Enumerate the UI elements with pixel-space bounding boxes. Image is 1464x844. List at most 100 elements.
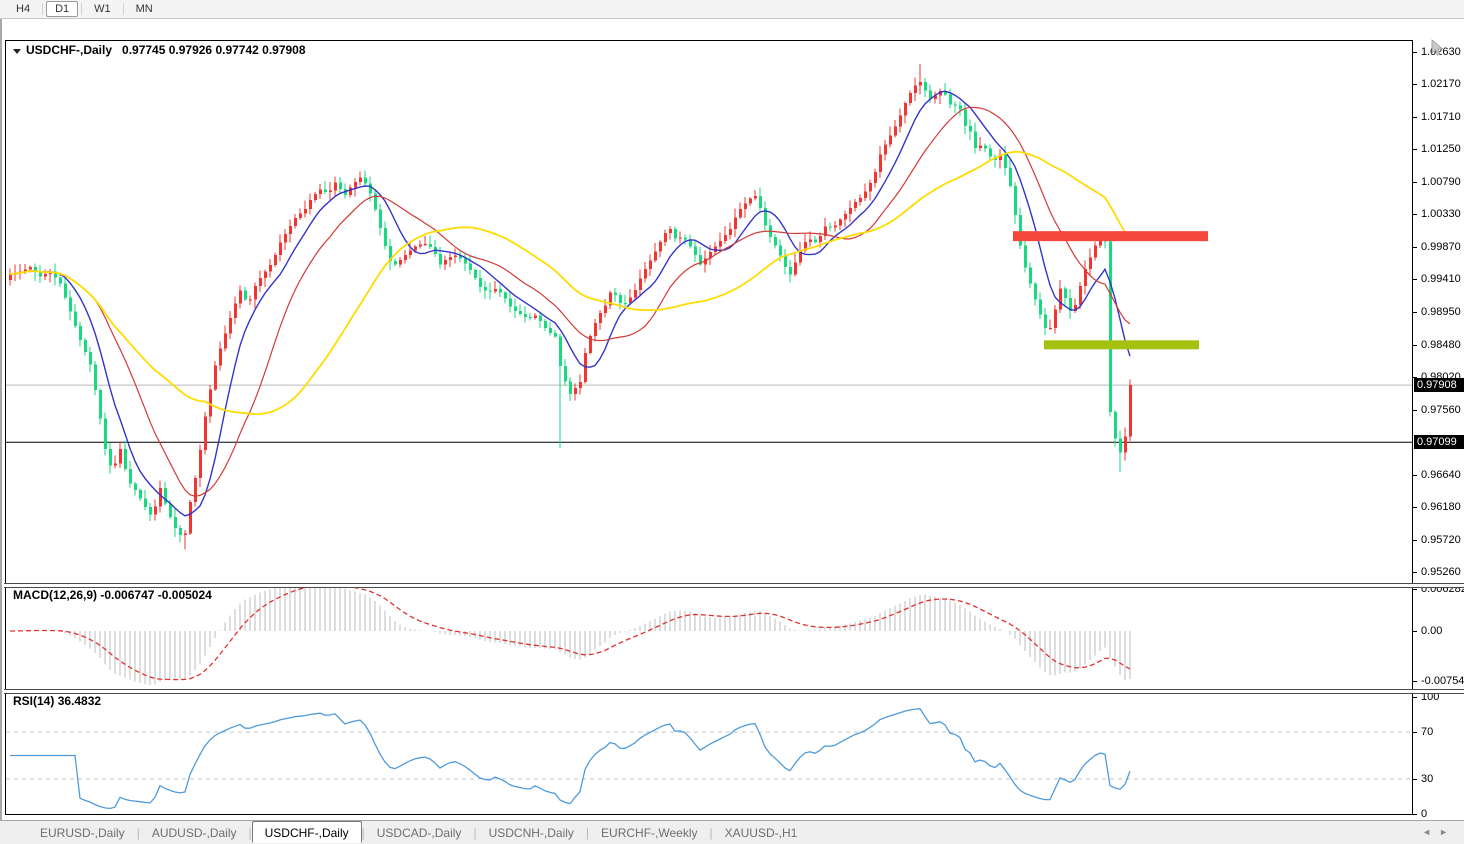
chart-title: USDCHF-,Daily 0.97745 0.97926 0.97742 0.9… (13, 43, 306, 57)
macd-histogram (14, 588, 1131, 685)
macd-signal-line (10, 586, 1131, 681)
tab-separator: | (136, 825, 140, 840)
axis-tick-mark (1413, 84, 1417, 86)
axis-tick-mark (1413, 149, 1417, 151)
timeframe-button-h4[interactable]: H4 (16, 3, 31, 15)
axis-tick-mark (1413, 814, 1417, 815)
axis-tick-mark (1413, 52, 1417, 53)
timeframe-button-d1[interactable]: D1 (46, 1, 79, 17)
mouse-cursor (1431, 39, 1444, 56)
tab-separator: | (709, 825, 713, 840)
axis-tick-mark (1413, 697, 1417, 698)
axis-tick-mark (1413, 474, 1417, 476)
price-tick-label: 0.99410 (1421, 273, 1461, 286)
tab-scroll-left-icon[interactable]: ◄ (1422, 827, 1440, 837)
tab-scroll-arrows[interactable]: ◄► (1422, 827, 1456, 837)
price-tick-label: 0.97560 (1421, 403, 1461, 416)
axis-tick-mark (1413, 589, 1417, 590)
price-tick-label: 0.98480 (1421, 338, 1461, 351)
price-tick-label: 1.02630 (1421, 46, 1461, 58)
price-tick-label: 0.96180 (1421, 501, 1461, 514)
ohlc-values: 0.97745 0.97926 0.97742 0.97908 (122, 43, 306, 57)
tab-eurusd[interactable]: EURUSD-,Daily (40, 825, 125, 840)
macd-label: MACD(12,26,9) (13, 588, 98, 602)
tab-separator: | (585, 825, 590, 840)
rsi-title: RSI(14) 36.4832 (13, 694, 101, 708)
rsi-axis-label: 30 (1421, 772, 1434, 785)
axis-tick-mark (1413, 311, 1417, 313)
tab-separator: | (248, 825, 252, 840)
price-tick-label: 1.01710 (1421, 110, 1461, 123)
rsi-label: RSI(14) (13, 694, 55, 708)
price-tick-label: 0.95720 (1421, 533, 1461, 546)
macd-plot[interactable] (6, 586, 1412, 689)
axis-tick-mark (1413, 181, 1417, 183)
price-tick-label: 0.95260 (1421, 566, 1461, 578)
price-tick-label: 0.96640 (1421, 468, 1461, 481)
tab-eurchf[interactable]: EURCHF-,Weekly (601, 825, 698, 840)
axis-tick-mark (1413, 409, 1417, 411)
rsi-panel[interactable]: RSI(14) 36.4832 (5, 692, 1413, 815)
price-marker-0.97908: 0.97908 (1414, 378, 1464, 393)
macd-axis-label: -0.007542 (1421, 675, 1464, 688)
tab-audusd[interactable]: AUDUSD-,Daily (151, 825, 237, 840)
resistance-band[interactable] (1013, 231, 1208, 242)
axis-tick-mark (1413, 631, 1417, 632)
axis-tick-mark (1413, 279, 1417, 281)
price-marker-0.97099: 0.97099 (1414, 435, 1464, 450)
candles-group (9, 63, 1132, 550)
axis-tick-mark (1413, 778, 1417, 780)
axis-tick-mark (1413, 681, 1417, 683)
tab-scroll-right-icon[interactable]: ► (1439, 827, 1456, 837)
chart-tab-bar: EURUSD-,Daily | AUDUSD-,Daily | USDCHF-,Dail… (0, 820, 1464, 844)
toolbar-separator (122, 3, 124, 15)
macd-title: MACD(12,26,9) -0.006747 -0.005024 (13, 588, 212, 602)
axis-tick-mark (1413, 732, 1417, 734)
tab-xauusd[interactable]: XAUUSD-,H1 (724, 825, 798, 840)
axis-tick-mark (1413, 377, 1417, 379)
ma-line-40 (9, 150, 1131, 416)
price-tick-label: 1.00330 (1421, 208, 1461, 221)
timeframe-toolbar: H4 D1 W1 MN (0, 0, 1464, 19)
main-price-panel[interactable]: USDCHF-,Daily 0.97745 0.97926 0.97742 0.9… (5, 40, 1413, 583)
axis-tick-mark (1413, 246, 1417, 248)
price-tick-label: 0.98950 (1421, 305, 1461, 318)
rsi-axis-label: 70 (1421, 726, 1434, 739)
rsi-axis-label: 100 (1421, 691, 1440, 703)
price-tick-label: 1.02170 (1421, 78, 1461, 91)
axis-tick-mark (1413, 344, 1417, 346)
axis-tick-mark (1413, 572, 1417, 573)
toolbar-separator (42, 3, 44, 15)
panel-splitter-macd[interactable] (4, 583, 1464, 588)
tab-separator: | (361, 825, 365, 840)
ma-line-8 (9, 90, 1131, 517)
panel-splitter-rsi[interactable] (4, 689, 1464, 694)
chart-window: USDCHF-,Daily 0.97745 0.97926 0.97742 0.9… (0, 19, 1464, 839)
price-tick-label: 0.99870 (1421, 240, 1461, 253)
axis-tick-mark (1413, 539, 1417, 541)
symbol-dropdown-icon[interactable] (13, 49, 21, 54)
rsi-axis-label: 0 (1421, 808, 1428, 820)
axis-tick-mark (1413, 116, 1417, 118)
main-plot[interactable] (6, 41, 1412, 582)
rsi-plot[interactable] (6, 692, 1412, 814)
support-band[interactable] (1044, 340, 1199, 350)
tab-usdchf[interactable]: USDCHF-,Daily (251, 820, 362, 843)
price-tick-label: 1.00790 (1421, 175, 1461, 188)
macd-axis-label: 0.00 (1421, 625, 1443, 637)
axis-tick-mark (1413, 507, 1417, 509)
rsi-value: 36.4832 (57, 694, 102, 708)
timeframe-button-mn[interactable]: MN (135, 3, 153, 15)
tab-usdcad[interactable]: USDCAD-,Daily (376, 825, 462, 840)
macd-signal-value: -0.005024 (157, 588, 212, 602)
price-axis[interactable]: 1.02630 1.02170 1.01710 1.01250 1.00790 1.003… (1413, 40, 1464, 820)
ma-line-18 (9, 106, 1131, 497)
price-tick-label: 1.01250 (1421, 143, 1461, 156)
axis-tick-mark (1413, 214, 1417, 216)
timeframe-button-w1[interactable]: W1 (94, 3, 111, 15)
tab-usdcnh[interactable]: USDCNH-,Daily (488, 825, 574, 840)
macd-panel[interactable]: MACD(12,26,9) -0.006747 -0.005024 (5, 586, 1413, 689)
tab-separator: | (473, 825, 477, 840)
macd-main-value: -0.006747 (100, 588, 155, 602)
rsi-line (10, 708, 1131, 810)
